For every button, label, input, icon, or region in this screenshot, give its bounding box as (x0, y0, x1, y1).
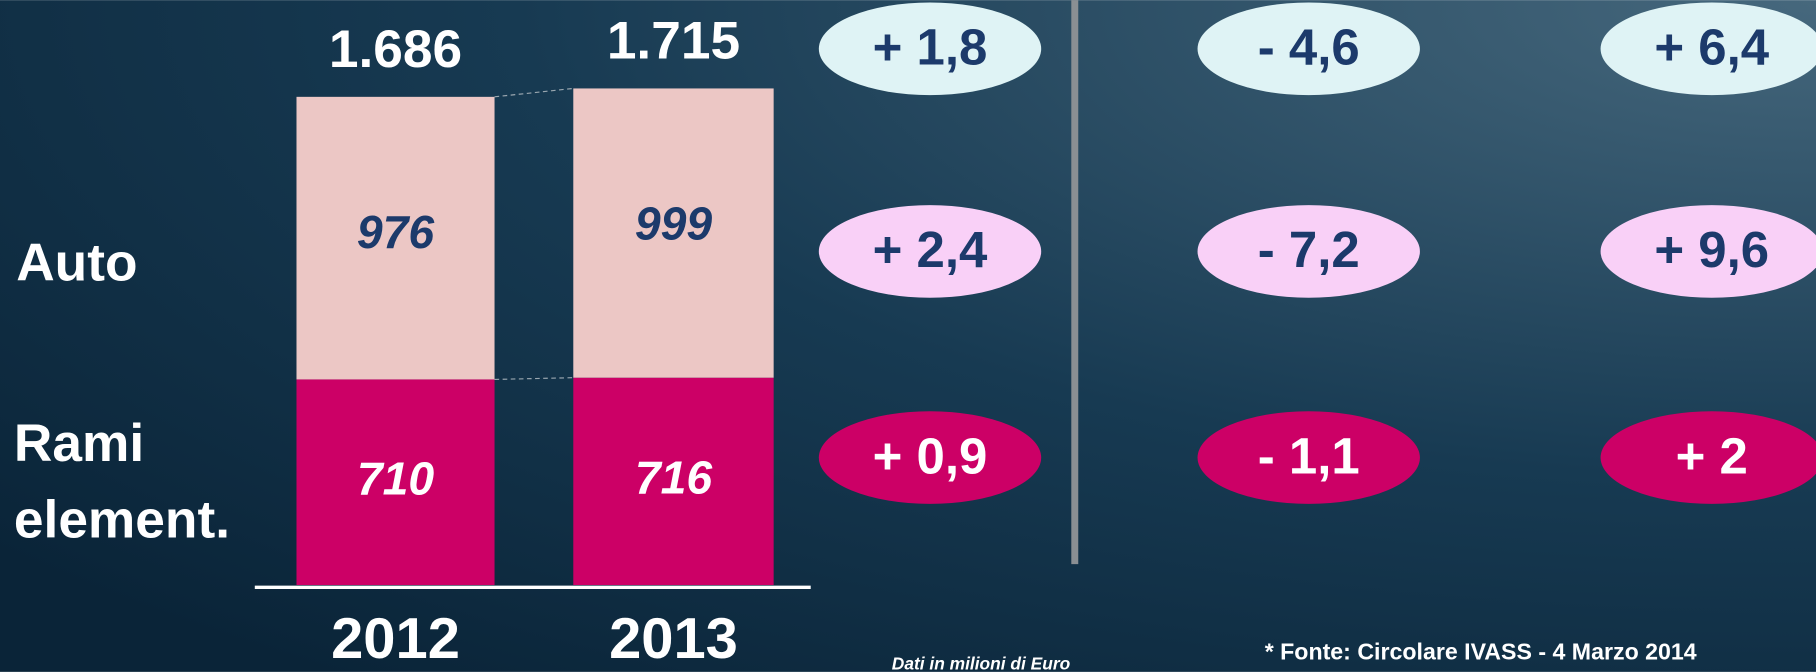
bar-value-label: 710 (357, 452, 435, 504)
legend-label: Auto (16, 234, 137, 293)
note: Dati in milioni di Euro (892, 654, 1071, 672)
change-label: - 4,6 (1258, 19, 1360, 76)
bar-value-label: 999 (635, 198, 713, 250)
bar-segment (573, 88, 774, 378)
connector (494, 87, 574, 98)
change-badge (818, 205, 1042, 298)
change-label: + 2,4 (873, 221, 988, 278)
change-badge (1600, 2, 1816, 96)
change-label: - 1,1 (1258, 427, 1360, 484)
bar-segment (573, 377, 774, 586)
change-label: + 9,6 (1654, 221, 1769, 278)
change-label: - 7,2 (1258, 221, 1360, 278)
connector (494, 377, 574, 381)
bar-segment (296, 379, 495, 586)
change-badge (818, 411, 1042, 504)
bar-segment (296, 96, 495, 380)
change-label: + 2 (1676, 427, 1748, 484)
change-badge (1197, 411, 1420, 504)
change-badge (818, 2, 1042, 96)
x-tick-label: 2012 (331, 607, 460, 671)
change-badge (1600, 411, 1816, 504)
change-label: + 0,9 (873, 427, 988, 484)
total-label: 1.686 (329, 20, 462, 79)
change-label: + 1,8 (873, 19, 988, 76)
x-tick-label: 2013 (609, 607, 738, 671)
bar-value-label: 976 (357, 206, 435, 258)
change-badge (1197, 2, 1420, 96)
total-label: 1.715 (607, 12, 740, 71)
bar-value-label: 716 (635, 452, 713, 504)
legend-label: Rami element. (14, 414, 230, 549)
change-label: + 6,4 (1654, 19, 1769, 76)
source: * Fonte: Circolare IVASS - 4 Marzo 2014 (1265, 638, 1697, 664)
change-badge (1600, 205, 1816, 298)
change-badge (1197, 205, 1420, 298)
